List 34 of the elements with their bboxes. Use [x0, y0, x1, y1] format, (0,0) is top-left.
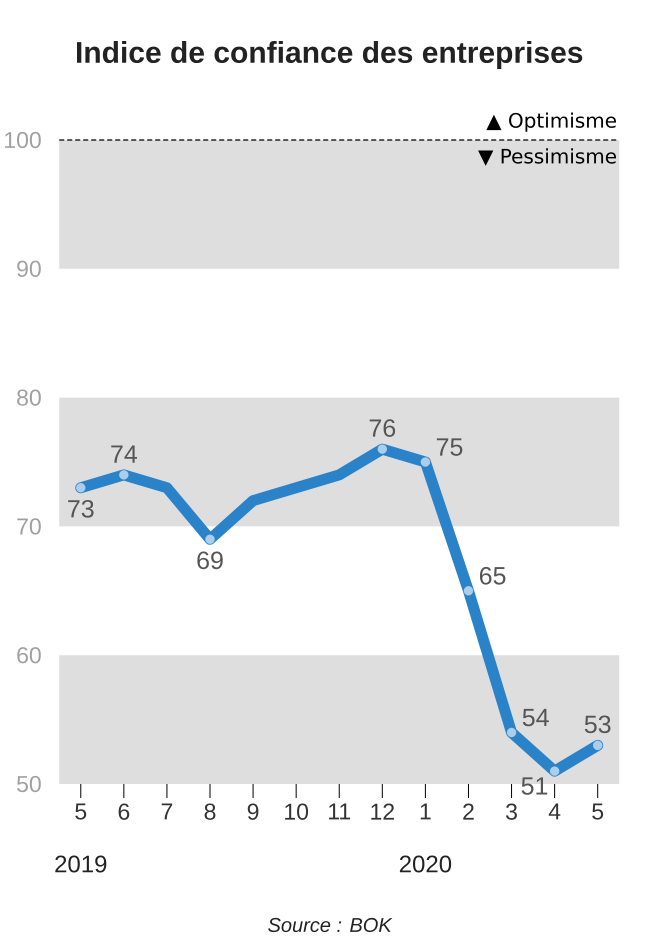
x-tick-label: 10 [285, 804, 308, 820]
source-note: Source : BOK [268, 918, 392, 932]
data-label: 54 [522, 708, 549, 726]
data-label: 75 [436, 438, 462, 456]
text: 2020 [400, 856, 452, 873]
x-tick-label: 12 [371, 804, 394, 820]
ref-line-label: ▲ Optimisme [486, 112, 616, 132]
x-tick-label: 11 [328, 804, 350, 820]
x-tick-label: 6 [118, 804, 130, 820]
data-label: 73 [68, 500, 94, 518]
x-tick-label: 9 [248, 804, 258, 820]
text: 2019 [55, 856, 106, 873]
x-tick-label: 7 [162, 804, 172, 820]
y-tick-label: 90 [17, 260, 41, 277]
data-label: 69 [197, 551, 223, 570]
data-label: 74 [111, 445, 137, 463]
x-tick-label: 1 [420, 804, 431, 820]
y-tick-label: 50 [16, 776, 41, 792]
chart-title: Indice de confiance des entreprises [76, 41, 582, 69]
data-label: 65 [480, 566, 506, 585]
x-tick-label: 4 [548, 804, 560, 820]
x-tick-label: 5 [75, 804, 86, 820]
y-tick-label: 80 [17, 389, 41, 406]
annotation: ▼ Pessimisme [478, 148, 616, 166]
data-label: 76 [370, 419, 395, 437]
x-tick-label: 3 [506, 804, 517, 820]
x-tick-label: 2 [463, 804, 474, 820]
data-label: 53 [584, 715, 610, 734]
y-tick-label: 60 [17, 647, 41, 664]
y-tick-label: 70 [17, 518, 41, 535]
x-tick-label: 8 [204, 804, 216, 820]
y-tick-label: 100 [4, 132, 41, 148]
data-label: 51 [522, 777, 548, 795]
x-tick-label: 5 [592, 804, 604, 820]
